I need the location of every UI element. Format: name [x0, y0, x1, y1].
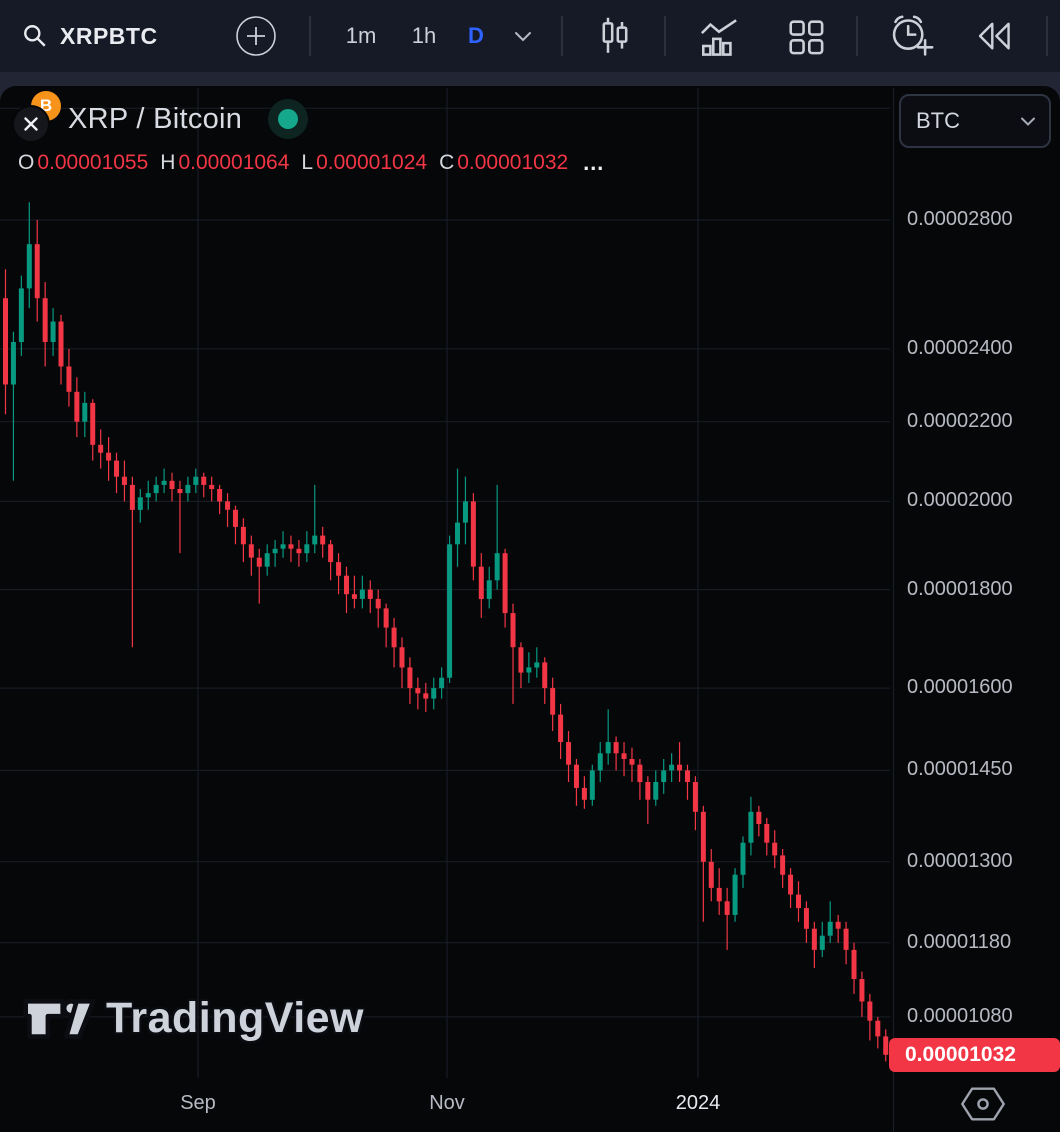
- currency-unit-dropdown[interactable]: BTC: [899, 94, 1051, 148]
- price-scale-tick: 0.00002000: [907, 489, 1013, 512]
- alert-add-icon: [887, 14, 935, 58]
- symbol-search-button[interactable]: XRPBTC: [12, 0, 212, 72]
- ohlc-readout: O 0.00001055 H 0.00001064 L 0.00001024 C 0.0…: [18, 150, 604, 176]
- ohlc-close-value: 0.00001032: [457, 151, 569, 174]
- time-scale-tick: 2024: [675, 1092, 721, 1114]
- interval-daily-button[interactable]: D: [455, 0, 497, 72]
- add-alert-button[interactable]: [876, 0, 946, 72]
- ohlc-close-label: C: [439, 151, 455, 174]
- chart-type-button[interactable]: [582, 0, 648, 72]
- time-scale[interactable]: Sep Nov 2024: [0, 1080, 897, 1132]
- toolbar-divider: [561, 16, 563, 56]
- toolbar-divider: [856, 16, 858, 56]
- indicators-button[interactable]: [686, 0, 752, 72]
- symbol-header[interactable]: B XRP / Bitcoin: [14, 91, 309, 144]
- tradingview-logo-icon: [22, 988, 96, 1048]
- price-scale-tick: 0.00002800: [907, 208, 1013, 230]
- xrp-logo-icon: [14, 107, 48, 141]
- price-scale-tick: 0.00001080: [907, 1004, 1013, 1027]
- chart-card: [0, 86, 1060, 1132]
- ohlc-more-indicator[interactable]: …: [582, 150, 605, 175]
- replay-button[interactable]: [962, 0, 1028, 72]
- price-scale-tick: 0.00001300: [907, 849, 1013, 872]
- symbol-title: XRP / Bitcoin: [68, 102, 243, 135]
- interval-1m-button[interactable]: 1m: [330, 0, 392, 72]
- add-circle-icon: [234, 14, 278, 58]
- price-scale-tick: 0.00002200: [907, 409, 1013, 432]
- interval-menu-button[interactable]: [500, 0, 546, 72]
- time-scale-tick: Nov: [429, 1092, 465, 1114]
- interval-1h-button[interactable]: 1h: [396, 0, 452, 72]
- toolbar-divider: [309, 16, 311, 56]
- last-price-badge: 0.00001032: [889, 1037, 1060, 1072]
- ohlc-high-label: H: [160, 151, 176, 174]
- price-scale-tick: 0.00001450: [907, 758, 1013, 781]
- price-scale-tick: 0.00001180: [907, 930, 1012, 953]
- chevron-down-icon: [1021, 117, 1035, 126]
- candlestick-icon: [595, 15, 635, 57]
- symbol-search-label: XRPBTC: [60, 22, 158, 49]
- bitcoin-logo-icon: B: [31, 91, 61, 121]
- top-toolbar: XRPBTC 1m 1h D: [0, 0, 1060, 72]
- toolbar-divider: [664, 16, 666, 56]
- currency-unit-value: BTC: [916, 108, 960, 133]
- chart-settings-button[interactable]: [953, 1080, 1013, 1128]
- ohlc-open-value: 0.00001055: [37, 151, 149, 174]
- search-icon: [22, 23, 48, 49]
- watermark-brand-text: TradingView: [106, 993, 364, 1042]
- replay-icon: [974, 17, 1016, 55]
- price-scale[interactable]: BTC 0.00001032 0.00002800 0.00002400 0.000…: [889, 86, 1060, 1132]
- symbol-logo-pair: B: [14, 91, 62, 144]
- market-status-icon: [268, 99, 309, 139]
- price-scale-tick: 0.00002400: [907, 336, 1013, 359]
- add-symbol-button[interactable]: [230, 0, 282, 72]
- tradingview-watermark: TradingView: [22, 988, 364, 1048]
- price-scale-tick: 0.00001600: [907, 676, 1013, 699]
- settings-hexagon-icon: [959, 1083, 1007, 1125]
- chevron-down-icon: [514, 30, 532, 42]
- ohlc-low-label: L: [301, 151, 314, 174]
- ohlc-open-label: O: [18, 151, 35, 174]
- time-scale-tick: Sep: [180, 1092, 216, 1114]
- indicators-icon: [697, 16, 741, 56]
- layouts-button[interactable]: [772, 0, 838, 72]
- layout-grid-icon: [785, 16, 825, 56]
- price-scale-tick: 0.00001800: [907, 577, 1013, 600]
- toolbar-divider: [1046, 16, 1048, 56]
- ohlc-high-value: 0.00001064: [178, 151, 290, 174]
- ohlc-low-value: 0.00001024: [316, 151, 428, 174]
